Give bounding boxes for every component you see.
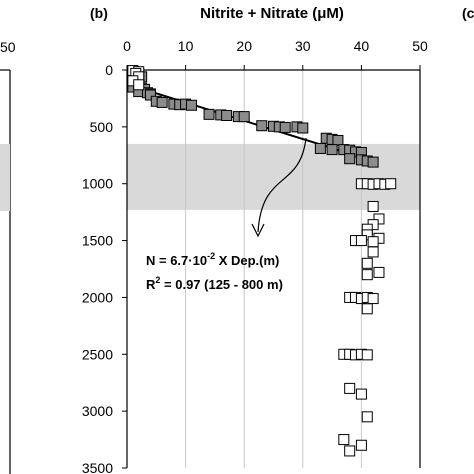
data-point-open: [344, 382, 356, 394]
data-point-open: [367, 293, 379, 305]
data-point-filled: [221, 109, 233, 121]
x-tick-label: 40: [354, 38, 370, 54]
data-point-open: [355, 235, 367, 247]
data-point-open: [367, 200, 379, 212]
x-tick-labels: 0 10 20 30 40 50: [123, 38, 428, 54]
x-tick-label: 10: [178, 38, 194, 54]
panel-label: (b): [90, 5, 108, 21]
y-tick-label: 2000: [82, 289, 113, 305]
y-tick-label: 3500: [82, 460, 113, 474]
axes: [122, 65, 421, 469]
r-squared-text: R2 = 0.97 (125 - 800 m): [146, 275, 283, 292]
data-point-open: [361, 269, 373, 281]
data-point-filled: [256, 120, 268, 132]
y-tick-label: 500: [90, 119, 114, 135]
y-tick-labels: 0 500 1000 1500 2000 2500 3000 3500: [82, 62, 113, 474]
data-point-filled: [238, 111, 250, 123]
x-tick-label: 50: [412, 38, 428, 54]
y-tick-label: 2500: [82, 346, 113, 362]
right-panel-label: (c: [462, 5, 474, 21]
data-point-filled: [297, 122, 309, 134]
chart-title: Nitrite + Nitrate (μM): [200, 5, 344, 22]
data-point-open: [385, 178, 397, 190]
data-point-open: [361, 229, 373, 241]
data-point-filled: [185, 99, 197, 111]
data-point-open: [367, 236, 379, 248]
shaded-depth-band: [127, 143, 420, 210]
data-point-filled: [326, 144, 338, 156]
data-point-filled: [314, 142, 326, 154]
y-tick-label: 1500: [82, 233, 113, 249]
data-point-filled: [367, 156, 379, 168]
data-point-filled: [156, 96, 168, 108]
y-tick-label: 3000: [82, 403, 113, 419]
data-point-open: [355, 388, 367, 400]
x-tick-label: 20: [236, 38, 252, 54]
x-tick-label: 0: [123, 38, 131, 54]
data-point-filled: [344, 153, 356, 165]
y-tick-label: 0: [105, 62, 113, 78]
y-tick-label: 1000: [82, 176, 113, 192]
data-point-open: [361, 303, 373, 315]
data-point-filled: [332, 135, 344, 147]
data-points: [127, 65, 397, 457]
data-point-open: [361, 257, 373, 269]
left-panel-tick-label: 50: [0, 39, 16, 55]
data-point-open: [344, 445, 356, 457]
data-point-open: [133, 79, 145, 91]
data-point-open: [373, 266, 385, 278]
data-point-filled: [279, 121, 291, 133]
data-point-open: [367, 246, 379, 258]
x-tick-label: 30: [295, 38, 311, 54]
data-point-open: [373, 213, 385, 225]
data-point-open: [361, 349, 373, 361]
data-point-filled: [144, 89, 156, 101]
equation-text: N = 6.7·10-2 X Dep.(m): [146, 251, 279, 268]
data-point-filled: [203, 108, 215, 120]
left-panel-shaded-band: [0, 144, 10, 211]
annotation-arrow: [257, 137, 307, 233]
data-point-open: [361, 411, 373, 423]
data-point-open: [355, 439, 367, 451]
annotation-arrowhead: [251, 223, 265, 238]
data-point-open: [338, 434, 350, 446]
